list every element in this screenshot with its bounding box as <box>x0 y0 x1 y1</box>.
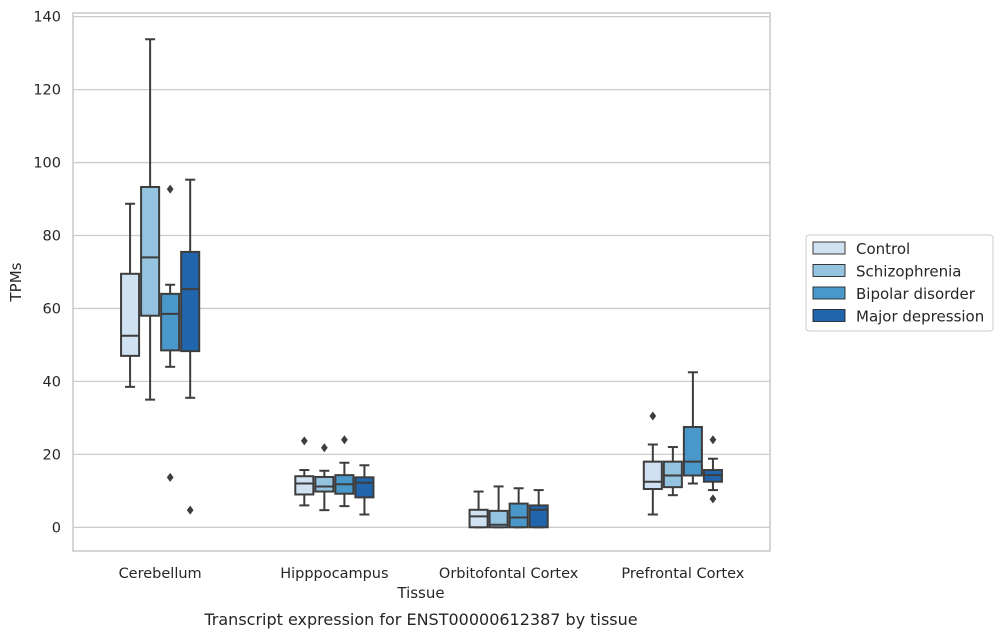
outlier-point <box>320 443 328 453</box>
box-2-1 <box>488 485 509 529</box>
outlier-point <box>300 436 308 446</box>
box-body <box>528 504 549 529</box>
box-body <box>508 502 529 529</box>
legend-swatch <box>812 309 846 322</box>
box-0-0 <box>120 202 141 388</box>
y-tick-label: 80 <box>43 228 61 244</box>
box-groups <box>120 38 723 529</box>
box-body <box>314 475 335 493</box>
x-tick-label: Prefrontal Cortex <box>621 566 744 582</box>
box-body <box>180 250 201 353</box>
box-1-0 <box>294 436 315 507</box>
outlier-point <box>186 505 194 515</box>
box-2-3 <box>528 489 549 529</box>
y-tick-label: 120 <box>33 83 61 99</box>
outlier-point <box>709 435 717 445</box>
x-tick-label: Orbitofontal Cortex <box>439 566 579 582</box>
box-body <box>682 425 703 477</box>
y-tick-label: 20 <box>43 447 61 463</box>
legend-label: Control <box>856 240 910 258</box>
outlier-point <box>166 184 174 194</box>
box-0-2 <box>160 184 181 482</box>
x-tick-label: Cerebellum <box>119 566 202 582</box>
box-1-2 <box>334 435 355 508</box>
legend-label: Schizophrenia <box>856 263 961 281</box>
outlier-point <box>649 411 657 421</box>
y-tick-label: 0 <box>52 520 61 536</box>
box-body <box>140 185 161 317</box>
plot-frame <box>72 12 771 552</box>
box-body <box>662 460 683 489</box>
y-tick-label: 100 <box>33 156 61 172</box>
legend-label: Major depression <box>856 308 984 326</box>
box-body <box>160 292 181 352</box>
x-tick-labels: Cerebellum Hipppocampus Orbitofontal Corte… <box>119 566 745 582</box>
box-body <box>354 476 375 499</box>
box-body <box>642 460 663 490</box>
y-tick-labels: 0 20 40 60 80 100 120 140 <box>33 10 61 537</box>
box-3-2 <box>682 371 703 485</box>
legend-frame <box>805 234 994 332</box>
x-axis-title: Tissue <box>396 584 444 602</box>
legend-label: Bipolar disorder <box>856 285 976 303</box>
legend-swatch <box>812 241 846 255</box>
y-tick-label: 140 <box>33 10 61 26</box>
chart-caption: Transcript expression for ENST0000061238… <box>203 610 637 629</box>
y-tick-label: 40 <box>43 374 61 390</box>
box-1-1 <box>314 443 335 512</box>
box-body <box>468 508 489 529</box>
box-1-3 <box>354 464 375 516</box>
legend: Control Schizophrenia Bipolar disorder Majo… <box>805 234 994 332</box>
box-3-0 <box>642 411 663 516</box>
y-tick-label: 60 <box>43 301 61 317</box>
box-3-1 <box>662 446 683 497</box>
box-body <box>488 509 509 529</box>
x-tick-label: Hipppocampus <box>280 566 388 582</box>
box-2-0 <box>468 490 489 529</box>
box-body <box>120 272 141 357</box>
outlier-point <box>709 494 717 504</box>
outlier-point <box>341 435 348 445</box>
legend-swatch <box>812 286 846 300</box>
box-3-3 <box>702 435 723 504</box>
box-0-3 <box>180 178 201 515</box>
box-0-1 <box>140 38 161 401</box>
y-axis-title: TPMs <box>7 262 25 302</box>
legend-swatch <box>812 264 846 277</box>
outlier-point <box>166 472 174 482</box>
box-body <box>294 475 315 496</box>
box-2-2 <box>508 487 529 529</box>
